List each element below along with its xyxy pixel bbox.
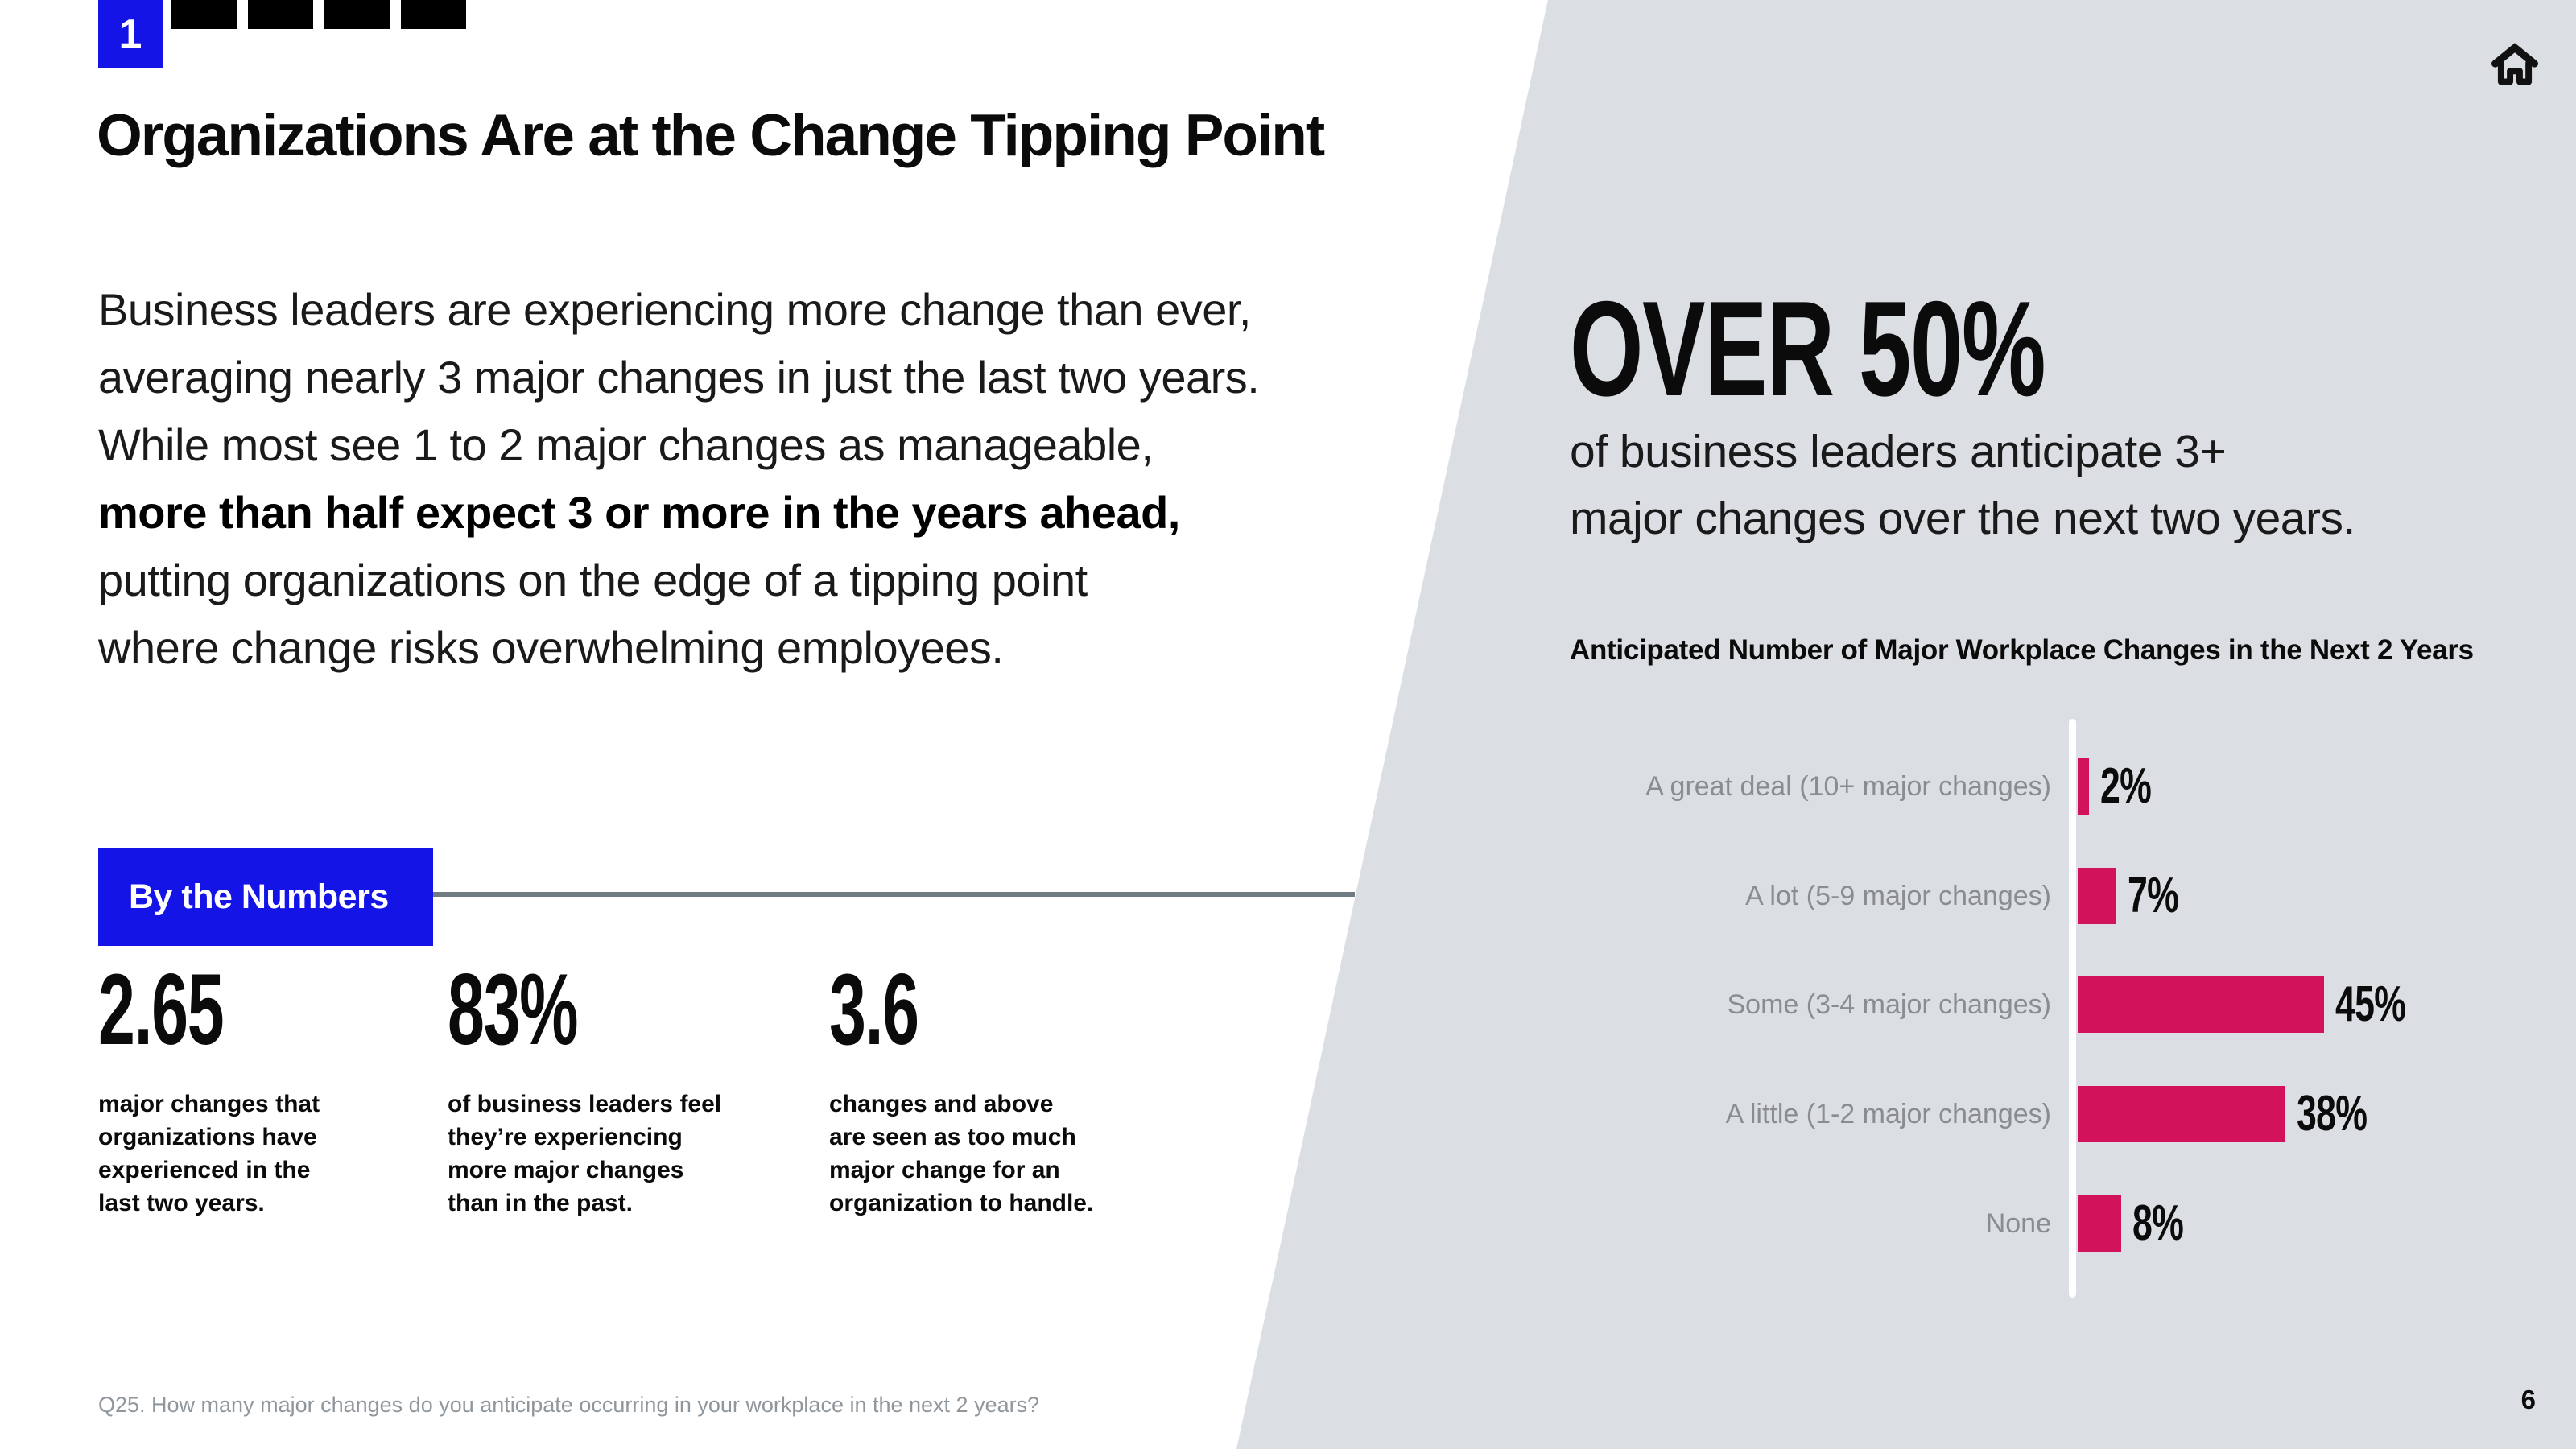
intro-line: averaging nearly 3 major changes in just… xyxy=(98,352,1260,402)
stat-description-line: major change for an xyxy=(829,1157,1060,1183)
stat-description: of business leaders feel they’re experien… xyxy=(448,1088,802,1220)
chart-row: A lot (5-9 major changes) 7% xyxy=(1570,868,2536,924)
chart-row: A great deal (10+ major changes) 2% xyxy=(1570,758,2536,815)
logo-square xyxy=(248,0,313,29)
stat-description: changes and above are seen as too much maj… xyxy=(829,1088,1183,1220)
logo-square xyxy=(171,0,237,29)
stat-block: 83% of business leaders feel they’re exper… xyxy=(448,960,802,1220)
chart-category-label: None xyxy=(1985,1208,2051,1239)
stat-description-line: organization to handle. xyxy=(829,1190,1094,1216)
stat-description-line: they’re experiencing xyxy=(448,1124,683,1150)
home-button[interactable] xyxy=(2489,42,2541,89)
chart-value-label: 45% xyxy=(2335,976,2406,1032)
chart-bar xyxy=(2078,1086,2285,1142)
chart-axis-line xyxy=(2069,719,2076,1298)
chart-bar xyxy=(2078,1195,2121,1252)
by-the-numbers-label-box: By the Numbers xyxy=(98,848,433,946)
stats-row: 2.65 major changes that organizations have… xyxy=(98,960,1225,1298)
page-number: 6 xyxy=(2520,1385,2536,1414)
chart-category-label: Some (3-4 major changes) xyxy=(1727,989,2051,1020)
intro-line: more than half expect 3 or more in the y… xyxy=(98,487,1180,538)
logo-square xyxy=(324,0,390,29)
stat-block: 3.6 changes and above are seen as too much… xyxy=(829,960,1183,1220)
stat-description-line: of business leaders feel xyxy=(448,1091,722,1117)
stat-description-line: major changes that xyxy=(98,1091,320,1117)
chart-bar xyxy=(2078,976,2324,1033)
stat-description-line: more major changes xyxy=(448,1157,684,1183)
chapter-number: 1 xyxy=(118,10,142,58)
home-icon xyxy=(2489,43,2541,91)
by-the-numbers-label: By the Numbers xyxy=(129,877,389,916)
logo-square xyxy=(401,0,466,29)
stat-value: 3.6 xyxy=(829,954,919,1066)
stat-description-line: experienced in the xyxy=(98,1157,311,1183)
chart-category-label: A little (1-2 major changes) xyxy=(1725,1099,2051,1129)
stat-description: major changes that organizations have expe… xyxy=(98,1088,452,1220)
divider-rule xyxy=(433,892,1355,897)
page-title: Organizations Are at the Change Tipping … xyxy=(97,103,1325,168)
bar-chart: A great deal (10+ major changes) 2% A lot … xyxy=(1570,719,2536,1301)
stat-description-line: are seen as too much xyxy=(829,1124,1076,1150)
chapter-number-badge: 1 xyxy=(98,0,163,68)
chart-bar xyxy=(2078,758,2089,815)
highlight-headline: OVER 50% xyxy=(1570,273,2046,424)
chart-title: Anticipated Number of Major Workplace Ch… xyxy=(1570,634,2474,666)
chart-category-label: A great deal (10+ major changes) xyxy=(1645,771,2051,802)
highlight-subtext: of business leaders anticipate 3+ major c… xyxy=(1570,419,2355,552)
stat-description-line: changes and above xyxy=(829,1091,1054,1117)
chart-value-label: 2% xyxy=(2100,758,2152,814)
highlight-subtext-line: major changes over the next two years. xyxy=(1570,493,2355,544)
chart-bar xyxy=(2078,868,2116,924)
chart-category-label: A lot (5-9 major changes) xyxy=(1745,881,2051,911)
header-squares xyxy=(171,0,466,29)
highlight-subtext-line: of business leaders anticipate 3+ xyxy=(1570,426,2227,477)
stat-value: 2.65 xyxy=(98,954,225,1066)
stat-description-line: than in the past. xyxy=(448,1190,634,1216)
intro-line: putting organizations on the edge of a t… xyxy=(98,555,1088,605)
intro-line: where change risks overwhelming employee… xyxy=(98,622,1004,673)
chart-row: Some (3-4 major changes) 45% xyxy=(1570,976,2536,1033)
chart-row: None 8% xyxy=(1570,1195,2536,1252)
intro-paragraph: Business leaders are experiencing more c… xyxy=(98,276,1260,682)
chart-value-label: 8% xyxy=(2132,1195,2184,1251)
chart-row: A little (1-2 major changes) 38% xyxy=(1570,1086,2536,1142)
stat-description-line: last two years. xyxy=(98,1190,265,1216)
chart-value-label: 38% xyxy=(2297,1086,2368,1141)
footnote: Q25. How many major changes do you antic… xyxy=(98,1393,1040,1417)
stat-description-line: organizations have xyxy=(98,1124,317,1150)
intro-line: Business leaders are experiencing more c… xyxy=(98,284,1252,335)
intro-line: While most see 1 to 2 major changes as m… xyxy=(98,419,1154,470)
stat-value: 83% xyxy=(448,954,578,1066)
stat-block: 2.65 major changes that organizations have… xyxy=(98,960,452,1220)
chart-value-label: 7% xyxy=(2128,868,2179,923)
